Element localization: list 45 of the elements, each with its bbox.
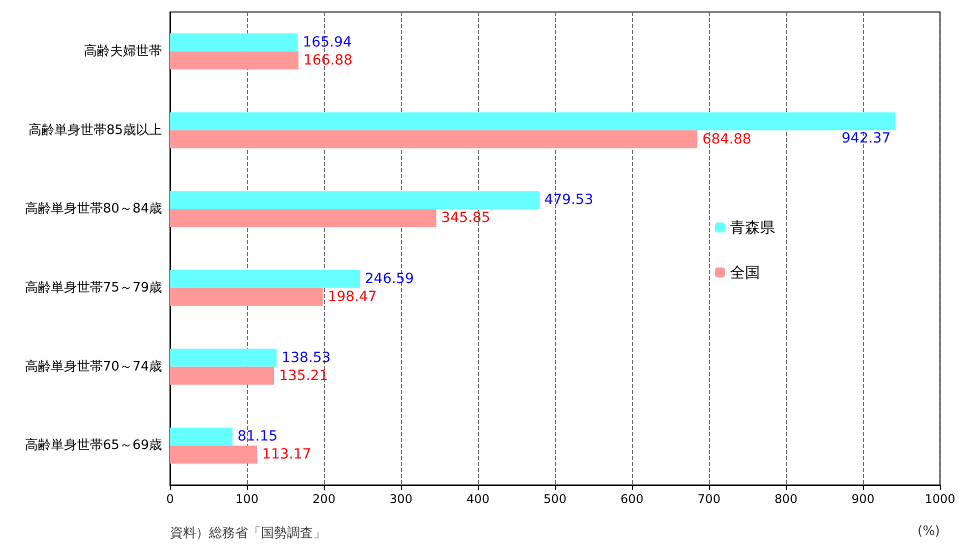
bar	[170, 366, 274, 385]
x-tick-label: 300	[390, 492, 412, 506]
data-label: 684.88	[702, 131, 752, 148]
bar	[170, 112, 896, 130]
text: 資料）総務省「国勢調査」	[170, 526, 326, 541]
x-axis-title: (%)	[918, 524, 940, 539]
y-tick-label: 高齢単身世帯75～79歳	[24, 279, 162, 296]
x-tick-label: 400	[466, 492, 490, 506]
y-tick-label: 高齢単身世帯65～69歳	[24, 437, 162, 454]
data-label: 138.53	[282, 350, 331, 366]
bar	[170, 130, 698, 148]
data-label: 198.47	[328, 288, 377, 305]
x-tick-label: 0	[166, 492, 174, 506]
x-tick-label: 600	[620, 492, 644, 506]
bar	[170, 428, 232, 446]
y-tick-label: 高齢単身世帯80～84歳	[24, 200, 162, 217]
data-label: 135.21	[279, 368, 328, 384]
x-tick-label: 1000	[924, 492, 956, 506]
data-label: 479.53	[544, 192, 594, 208]
x-tick-label: 200	[312, 492, 336, 506]
x-tick-label: 900	[852, 492, 874, 506]
data-label: 942.37	[842, 130, 891, 146]
y-tick-label: 高齢単身世帯70～74歳	[24, 358, 162, 374]
data-label: 113.17	[262, 446, 312, 463]
x-tick-label: 700	[698, 492, 720, 506]
data-label: 165.94	[302, 34, 352, 50]
y-tick-label: 高齢単身世帯85歳以上	[28, 122, 162, 138]
bar	[170, 270, 360, 288]
data-label: 246.59	[364, 270, 414, 287]
bar	[170, 348, 277, 367]
x-tick-label: 100	[236, 492, 258, 506]
data-label: 345.85	[441, 210, 490, 226]
data-label: 81.15	[237, 428, 278, 445]
legend-label: 全国	[730, 264, 760, 282]
x-tick-label: 500	[544, 492, 566, 506]
bar	[170, 288, 323, 306]
bar	[170, 191, 540, 210]
bar	[170, 446, 258, 464]
x-tick-label: 800	[774, 492, 798, 506]
data-label: 166.88	[304, 52, 352, 68]
bar	[170, 33, 298, 52]
bar	[170, 51, 298, 70]
legend-label: 青森県	[730, 218, 775, 236]
bar	[170, 209, 436, 228]
y-tick-label: 高齢夫婦世帯	[84, 42, 162, 59]
